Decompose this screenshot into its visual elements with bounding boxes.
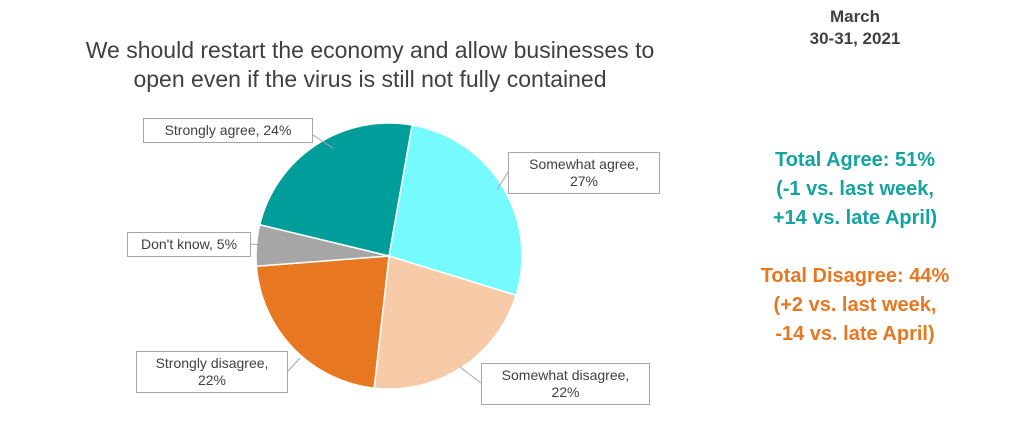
- data-label: Don't know, 5%: [127, 232, 251, 257]
- data-label: Somewhat disagree, 22%: [481, 363, 650, 405]
- data-label: Strongly agree, 24%: [143, 118, 313, 143]
- leader-line: [287, 357, 301, 372]
- pie-slice: [388, 124, 523, 297]
- annotation: Total Agree: 51% (-1 vs. last week, +14 …: [772, 149, 938, 229]
- chart-title: We should restart the economy and allow …: [85, 37, 655, 92]
- leader-line: [312, 134, 334, 149]
- leader-line: [250, 243, 263, 246]
- data-label: Somewhat agree, 27%: [508, 152, 660, 194]
- data-label: Strongly disagree, 22%: [136, 351, 288, 393]
- annotation: Total Disagree: 44% (+2 vs. last week, -…: [760, 265, 950, 345]
- pie-slice: [258, 122, 413, 257]
- pie-slice: [373, 255, 517, 390]
- leader-line: [496, 171, 509, 191]
- pie-slice: [255, 255, 390, 390]
- leader-line: [459, 366, 482, 384]
- date: March 30-31, 2021: [809, 7, 901, 48]
